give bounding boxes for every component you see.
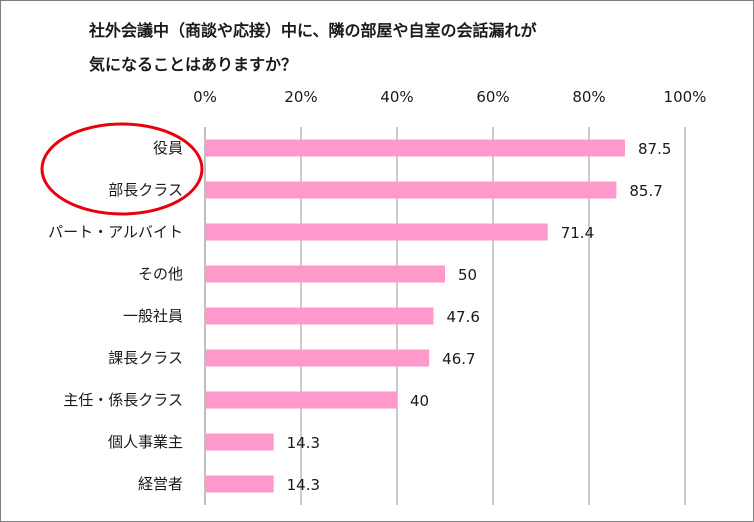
- x-tick-label: 20%: [284, 88, 317, 106]
- category-label: 部長クラス: [108, 181, 183, 199]
- category-label: 役員: [153, 139, 183, 157]
- bar: [206, 307, 434, 325]
- highlight-ellipse: [40, 122, 204, 216]
- bar: [206, 223, 548, 241]
- bar: [206, 475, 274, 493]
- bar: [206, 391, 397, 409]
- x-tick-label: 80%: [572, 88, 605, 106]
- x-tick-label: 100%: [664, 88, 707, 106]
- chart-title-line-2: 気になることはありますか？: [89, 55, 298, 74]
- value-label: 87.5: [638, 140, 671, 158]
- x-tick-label: 60%: [476, 88, 509, 106]
- bar: [206, 265, 445, 283]
- value-label: 85.7: [629, 182, 662, 200]
- category-label: 課長クラス: [108, 349, 183, 367]
- value-label: 14.3: [287, 476, 320, 494]
- value-label: 46.7: [442, 350, 475, 368]
- bar: [206, 349, 430, 367]
- category-label: 一般社員: [123, 307, 183, 325]
- bar: [206, 181, 617, 199]
- category-label: 経営者: [138, 475, 183, 493]
- bar: [206, 433, 274, 451]
- value-label: 47.6: [446, 308, 479, 326]
- x-tick-label: 0%: [193, 88, 217, 106]
- category-label: その他: [138, 265, 183, 283]
- value-label: 71.4: [561, 224, 594, 242]
- bar: [206, 139, 625, 157]
- value-label: 14.3: [287, 434, 320, 452]
- value-label: 40: [410, 392, 429, 410]
- category-label: 主任・係長クラス: [63, 391, 183, 409]
- category-label: パート・アルバイト: [48, 223, 183, 241]
- x-tick-label: 40%: [380, 88, 413, 106]
- category-label: 個人事業主: [108, 433, 183, 451]
- value-label: 50: [458, 266, 477, 284]
- chart-title-line-1: 社外会議中（商談や応接）中に、隣の部屋や自室の会話漏れが: [89, 21, 537, 40]
